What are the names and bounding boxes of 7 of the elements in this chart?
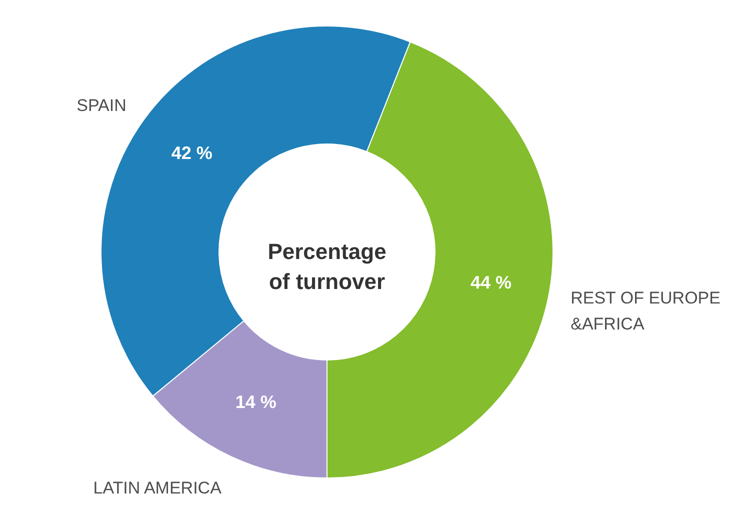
data-label: 14 % [235, 392, 276, 412]
slice-label: SPAIN [76, 96, 126, 116]
data-label: 44 % [470, 272, 512, 292]
slice-label: LATIN AMERICA [93, 478, 222, 498]
text: Percentage of turnover [268, 239, 386, 294]
slice-label: REST OF EUROPE &AFRICA [570, 288, 720, 334]
data-label: 42 % [171, 142, 212, 163]
